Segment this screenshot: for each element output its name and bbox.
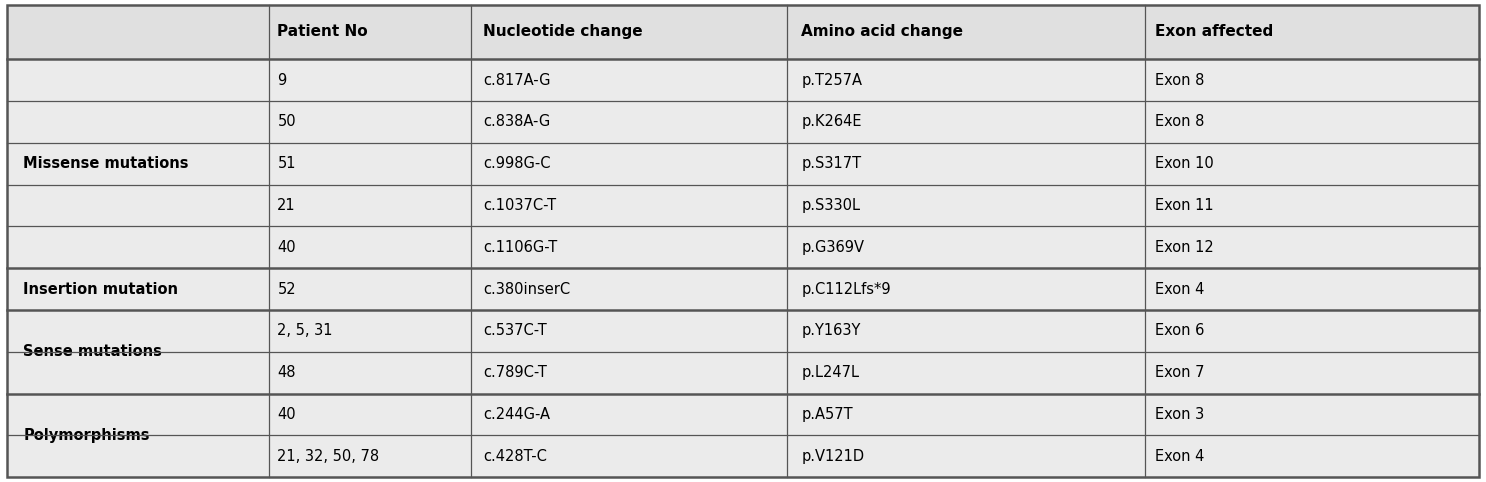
Text: c.838A-G: c.838A-G (483, 114, 551, 129)
Bar (7, 227, 1479, 268)
Text: c.998G-C: c.998G-C (483, 156, 551, 171)
Text: p.C112Lfs*9: p.C112Lfs*9 (801, 281, 892, 296)
Text: p.S317T: p.S317T (801, 156, 862, 171)
Text: 48: 48 (278, 365, 296, 380)
Text: Exon 6: Exon 6 (1155, 323, 1205, 338)
Bar (7, 5, 1479, 59)
Text: 21, 32, 50, 78: 21, 32, 50, 78 (278, 449, 379, 464)
Text: Exon 4: Exon 4 (1155, 449, 1205, 464)
Text: p.V121D: p.V121D (801, 449, 865, 464)
Bar (7, 268, 1479, 310)
Text: c.244G-A: c.244G-A (483, 407, 550, 422)
Text: Exon 3: Exon 3 (1155, 407, 1204, 422)
Bar (7, 59, 1479, 101)
Text: Exon 7: Exon 7 (1155, 365, 1205, 380)
Text: c.789C-T: c.789C-T (483, 365, 547, 380)
Text: p.T257A: p.T257A (801, 73, 862, 88)
Text: p.K264E: p.K264E (801, 114, 862, 129)
Bar (7, 185, 1479, 227)
Text: c.817A-G: c.817A-G (483, 73, 551, 88)
Bar (7, 101, 1479, 143)
Text: 40: 40 (278, 240, 296, 255)
Text: p.G369V: p.G369V (801, 240, 865, 255)
Text: c.380inserC: c.380inserC (483, 281, 571, 296)
Text: p.S330L: p.S330L (801, 198, 860, 213)
Text: Sense mutations: Sense mutations (24, 344, 162, 359)
Text: 2, 5, 31: 2, 5, 31 (278, 323, 333, 338)
Text: c.428T-C: c.428T-C (483, 449, 547, 464)
Text: 50: 50 (278, 114, 296, 129)
Text: c.537C-T: c.537C-T (483, 323, 547, 338)
Text: Exon 8: Exon 8 (1155, 114, 1205, 129)
Text: p.L247L: p.L247L (801, 365, 859, 380)
Text: Amino acid change: Amino acid change (801, 25, 963, 40)
Text: Exon 12: Exon 12 (1155, 240, 1214, 255)
Text: p.Y163Y: p.Y163Y (801, 323, 860, 338)
Text: 21: 21 (278, 198, 296, 213)
Text: 51: 51 (278, 156, 296, 171)
Bar (7, 310, 1479, 352)
Bar (7, 394, 1479, 435)
Text: c.1037C-T: c.1037C-T (483, 198, 557, 213)
Text: 40: 40 (278, 407, 296, 422)
Text: p.A57T: p.A57T (801, 407, 853, 422)
Text: c.1106G-T: c.1106G-T (483, 240, 557, 255)
Text: Insertion mutation: Insertion mutation (24, 281, 178, 296)
Bar (7, 143, 1479, 185)
Text: Polymorphisms: Polymorphisms (24, 428, 150, 443)
Bar (7, 352, 1479, 394)
Text: 9: 9 (278, 73, 287, 88)
Text: Exon 4: Exon 4 (1155, 281, 1205, 296)
Text: Exon 11: Exon 11 (1155, 198, 1214, 213)
Text: Missense mutations: Missense mutations (24, 156, 189, 171)
Text: 52: 52 (278, 281, 296, 296)
Text: Exon 8: Exon 8 (1155, 73, 1205, 88)
Text: Nucleotide change: Nucleotide change (483, 25, 643, 40)
Text: Exon 10: Exon 10 (1155, 156, 1214, 171)
Text: Exon affected: Exon affected (1155, 25, 1274, 40)
Bar (7, 435, 1479, 477)
Text: Patient No: Patient No (278, 25, 369, 40)
